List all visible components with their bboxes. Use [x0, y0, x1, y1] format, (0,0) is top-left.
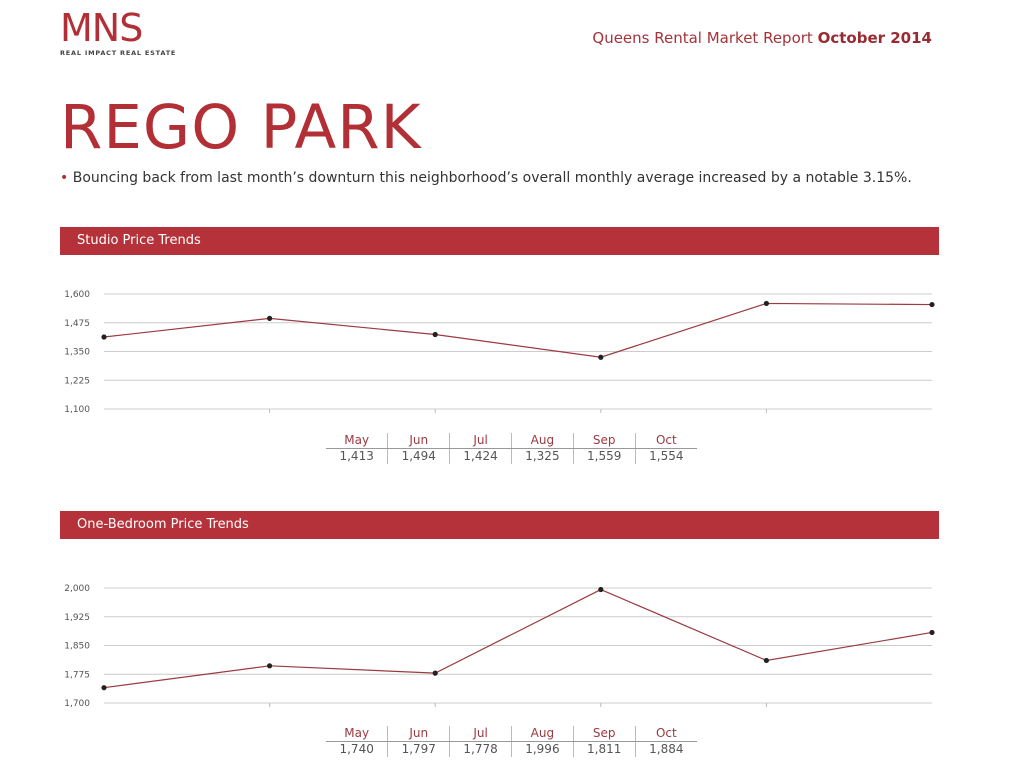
price-value: 1,413	[339, 449, 374, 463]
y-tick-label: 1,850	[64, 642, 90, 652]
price-value: 1,554	[634, 448, 697, 464]
data-point-marker	[929, 301, 935, 308]
data-point-marker	[101, 334, 107, 340]
mns-logo: MNS REAL IMPACT REAL ESTATE	[60, 8, 176, 57]
y-tick-label: 1,225	[64, 376, 90, 386]
month-header: May	[326, 726, 388, 742]
data-point-marker	[267, 315, 273, 321]
price-value: 1,797	[387, 741, 450, 757]
data-point-marker	[763, 657, 770, 664]
logo-tagline: REAL IMPACT REAL ESTATE	[60, 49, 177, 57]
y-tick-label: 1,925	[64, 613, 90, 623]
neighborhood-title: REGO PARK	[60, 92, 422, 163]
month-header: Jul	[449, 433, 512, 449]
price-value: 1,559	[572, 448, 636, 464]
y-tick-label: 2,000	[64, 584, 90, 594]
one-bedroom-chart: 2,000 1,925 1,850 1,775 1,700	[40, 574, 960, 714]
studio-section-header: Studio Price Trends	[60, 227, 939, 255]
y-tick-label: 1,700	[64, 699, 90, 709]
month-header: Aug	[510, 726, 574, 742]
price-value: 1,884	[634, 741, 697, 757]
y-tick-label: 1,600	[64, 290, 90, 300]
price-value: 1,740	[339, 742, 374, 756]
price-value: 1,424	[449, 448, 512, 464]
one-bedroom-line-chart: 2,000 1,925 1,850 1,775 1,700	[64, 584, 935, 709]
data-point-marker	[598, 354, 604, 360]
studio-values-table: May Jun Jul Aug Sep Oct 1,413 1,494 1,42…	[326, 433, 697, 464]
logo-mark: MNS	[60, 6, 143, 50]
y-tick-label: 1,775	[64, 670, 90, 680]
month-header: Aug	[510, 433, 574, 449]
studio-section-title: Studio Price Trends	[77, 233, 201, 248]
data-point-marker	[432, 331, 438, 338]
price-line	[103, 302, 933, 358]
summary-text: • Bouncing back from last month’s downtu…	[60, 170, 912, 186]
data-point-marker	[267, 663, 273, 669]
price-value: 1,325	[510, 448, 574, 464]
month-header: Oct	[634, 433, 697, 449]
price-value: 1,811	[572, 741, 636, 757]
data-point-marker	[101, 685, 107, 691]
y-tick-label: 1,475	[64, 319, 90, 329]
month-header: Jul	[449, 726, 512, 742]
one-bedroom-section-header: One-Bedroom Price Trends	[60, 511, 939, 539]
y-tick-label: 1,350	[64, 348, 90, 358]
studio-table: May Jun Jul Aug Sep Oct 1,413 1,494 1,42…	[326, 433, 697, 464]
price-line	[103, 588, 933, 689]
studio-chart: 1,600 1,475 1,350 1,225 1,100	[40, 280, 960, 420]
one-bedroom-table: May Jun Jul Aug Sep Oct 1,740 1,797 1,77…	[326, 726, 697, 757]
data-point-marker	[598, 586, 604, 593]
month-header: Sep	[572, 433, 636, 449]
price-value: 1,494	[387, 448, 450, 464]
data-point-marker	[763, 300, 770, 307]
report-name: Queens Rental Market Report	[592, 29, 813, 47]
report-title: Queens Rental Market Report October 2014	[592, 29, 932, 47]
data-point-marker	[432, 670, 438, 676]
one-bedroom-section-title: One-Bedroom Price Trends	[77, 517, 249, 532]
month-header: Jun	[387, 433, 450, 449]
month-header: Jun	[387, 726, 450, 742]
bullet-icon: •	[60, 170, 69, 186]
data-point-marker	[929, 629, 935, 636]
price-value: 1,996	[510, 741, 574, 757]
price-value: 1,778	[449, 741, 512, 757]
report-period: October 2014	[817, 29, 932, 47]
one-bedroom-values-table: May Jun Jul Aug Sep Oct 1,740 1,797 1,77…	[326, 726, 697, 757]
studio-line-chart: 1,600 1,475 1,350 1,225 1,100	[64, 290, 935, 415]
summary-body: Bouncing back from last month’s downturn…	[72, 170, 912, 186]
month-header: Sep	[572, 726, 636, 742]
month-header: Oct	[634, 726, 697, 742]
month-header: May	[326, 433, 388, 449]
y-tick-label: 1,100	[64, 405, 90, 415]
